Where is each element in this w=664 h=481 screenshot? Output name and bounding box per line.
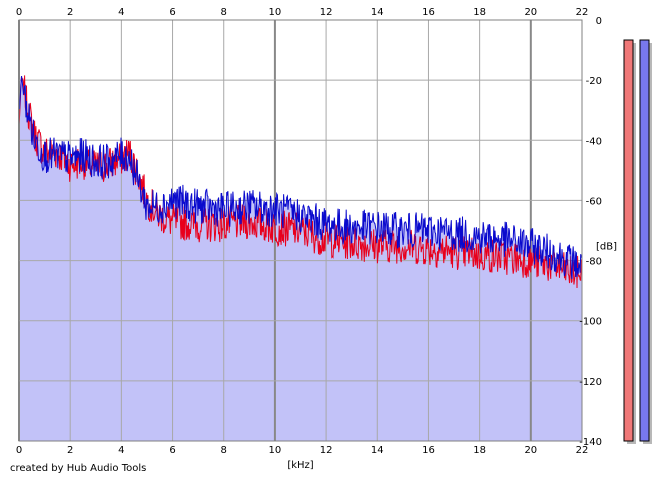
x-tick-label-bottom: 8 bbox=[221, 445, 227, 456]
x-tick-label-bottom: 0 bbox=[16, 445, 22, 456]
y-tick-label: -80 bbox=[586, 257, 602, 268]
x-tick-label-bottom: 6 bbox=[169, 445, 175, 456]
x-tick-label-bottom: 18 bbox=[473, 445, 486, 456]
level-meter-left bbox=[623, 39, 634, 442]
x-tick-label-top: 20 bbox=[524, 7, 537, 18]
y-tick-label: -60 bbox=[586, 196, 602, 207]
plot-frame bbox=[18, 19, 583, 442]
y-tick-label: 0 bbox=[596, 16, 602, 27]
x-tick-label-top: 12 bbox=[320, 7, 333, 18]
left-channel-line bbox=[18, 75, 583, 289]
y-axis-label: [dB] bbox=[596, 242, 617, 253]
x-tick-label-bottom: 2 bbox=[67, 445, 73, 456]
y-tick-label: -40 bbox=[586, 136, 602, 147]
x-tick-label-top: 2 bbox=[67, 7, 73, 18]
spectrum-fill bbox=[19, 75, 582, 442]
x-tick-label-bottom: 10 bbox=[269, 445, 282, 456]
x-tick-label-bottom: 22 bbox=[576, 445, 589, 456]
x-tick-label-top: 18 bbox=[473, 7, 486, 18]
x-tick-label-bottom: 14 bbox=[371, 445, 384, 456]
x-axis-label: [kHz] bbox=[287, 460, 313, 471]
x-tick-label-top: 0 bbox=[16, 7, 22, 18]
x-tick-label-top: 10 bbox=[269, 7, 282, 18]
x-tick-label-top: 6 bbox=[169, 7, 175, 18]
y-tick-label: -140 bbox=[579, 437, 602, 448]
x-tick-label-top: 16 bbox=[422, 7, 435, 18]
x-tick-label-top: 4 bbox=[118, 7, 124, 18]
x-tick-label-top: 22 bbox=[576, 7, 589, 18]
credit-text: created by Hub Audio Tools bbox=[10, 463, 147, 474]
y-tick-label: -20 bbox=[586, 76, 602, 87]
right-channel-line bbox=[18, 76, 583, 280]
level-meter-right bbox=[639, 39, 650, 442]
x-tick-label-bottom: 12 bbox=[320, 445, 333, 456]
x-tick-label-top: 14 bbox=[371, 7, 384, 18]
x-tick-label-top: 8 bbox=[221, 7, 227, 18]
y-tick-label: -100 bbox=[579, 317, 602, 328]
y-tick-label: -120 bbox=[579, 377, 602, 388]
x-tick-label-bottom: 16 bbox=[422, 445, 435, 456]
x-tick-label-bottom: 4 bbox=[118, 445, 124, 456]
x-tick-label-bottom: 20 bbox=[524, 445, 537, 456]
